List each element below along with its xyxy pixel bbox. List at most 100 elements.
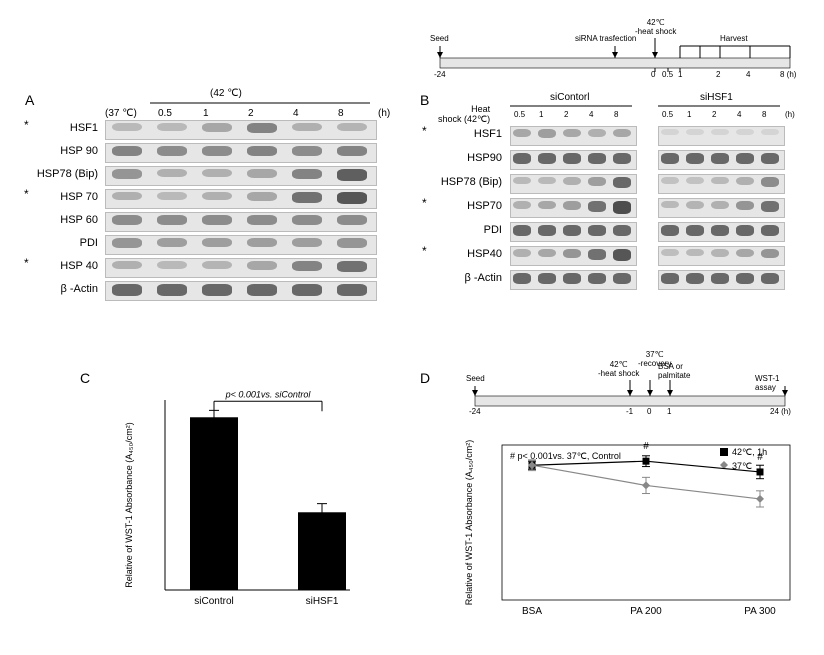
blot-band: [588, 273, 606, 284]
blot-band: [538, 177, 556, 184]
blot-band: [563, 129, 581, 137]
blot-band: [661, 249, 679, 256]
blot-band: [613, 225, 631, 236]
timeline-d-tick: 24 (h): [770, 407, 791, 416]
blot-row-label: HSP70: [420, 200, 502, 212]
timeline-sirna: siRNA trasfection: [575, 34, 636, 43]
blot-band: [112, 192, 142, 200]
blot-band: [292, 261, 322, 271]
blot-band: [538, 273, 556, 284]
panel-a-42c: (42 ℃): [210, 88, 242, 99]
blot-band: [661, 129, 679, 135]
blot-band: [761, 129, 779, 135]
asterisk-icon: *: [24, 118, 29, 132]
blot-band: [202, 123, 232, 132]
blot-band: [337, 146, 367, 156]
blot-band: [761, 225, 779, 236]
blot-band: [761, 177, 779, 187]
blot-row-label: HSP40: [420, 248, 502, 260]
blot-row-label: HSF1: [420, 128, 502, 140]
blot-band: [337, 192, 367, 204]
blot-band: [247, 261, 277, 270]
blot-band: [613, 273, 631, 284]
blot-band: [613, 249, 631, 261]
timeline-d: Seed 42℃ -heat shock 37℃ -recovery BSA o…: [460, 360, 800, 415]
blot-band: [588, 225, 606, 236]
blot-band: [538, 129, 556, 138]
blot-band: [563, 225, 581, 236]
blot-band: [292, 192, 322, 203]
blot-band: [613, 201, 631, 214]
blot-band: [513, 153, 531, 164]
timeline-tick: 4: [746, 70, 750, 79]
blot-band: [711, 129, 729, 135]
blot-row-label: PDI: [420, 224, 502, 236]
blot-band: [157, 169, 187, 177]
panel-a-label: A: [25, 92, 34, 108]
blot-strip: [105, 143, 377, 163]
blot-band: [247, 192, 277, 201]
blot-band: [292, 169, 322, 179]
blot-band: [711, 273, 729, 284]
blot-band: [157, 284, 187, 296]
blot-band: [588, 177, 606, 186]
panel-b-lane-time: 2: [564, 110, 568, 119]
blot-band: [613, 177, 631, 188]
asterisk-icon: *: [422, 124, 427, 138]
blot-band: [202, 261, 232, 269]
blot-band: [247, 215, 277, 225]
blot-row-label: PDI: [20, 237, 98, 249]
blot-band: [613, 153, 631, 164]
panel-b-group2: siHSF1: [700, 92, 733, 103]
panel-a-h: (h): [378, 108, 390, 119]
blot-band: [112, 261, 142, 269]
blot-band: [686, 129, 704, 135]
blot-band: [588, 129, 606, 137]
timeline-tick: -24: [434, 70, 446, 79]
blot-band: [112, 238, 142, 248]
blot-band: [661, 273, 679, 284]
timeline-tick: 1: [678, 70, 682, 79]
blot-band: [112, 146, 142, 156]
svg-text:PA 300: PA 300: [744, 606, 776, 617]
blot-band: [247, 169, 277, 178]
svg-text:p< 0.001vs. siControl: p< 0.001vs. siControl: [225, 390, 312, 399]
panel-a-lane-time: 4: [293, 108, 299, 119]
blot-band: [337, 261, 367, 272]
blot-band: [736, 129, 754, 135]
blot-band: [112, 123, 142, 131]
timeline-d-tick: -1: [626, 407, 633, 416]
panel-a-lane-time: 1: [203, 108, 209, 119]
blot-band: [563, 249, 581, 258]
timeline-tick: 8 (h): [780, 70, 796, 79]
timeline-heat: 42℃ -heat shock: [635, 18, 676, 36]
asterisk-icon: *: [422, 196, 427, 210]
blot-band: [202, 169, 232, 177]
blot-band: [247, 123, 277, 133]
blot-band: [292, 284, 322, 296]
blot-band: [686, 273, 704, 284]
svg-text:# p< 0.001vs. 37℃, Control: # p< 0.001vs. 37℃, Control: [510, 451, 621, 461]
blot-band: [292, 238, 322, 247]
blot-band: [247, 146, 277, 156]
blot-band: [711, 225, 729, 236]
blot-band: [736, 177, 754, 185]
svg-text:siHSF1: siHSF1: [306, 596, 339, 607]
blot-band: [563, 177, 581, 185]
svg-text:BSA: BSA: [522, 606, 542, 617]
panel-b-lane-time: 4: [589, 110, 593, 119]
blot-row-label: HSF1: [20, 122, 98, 134]
blot-row-label: HSP 90: [20, 145, 98, 157]
panel-b-lane-time: 4: [737, 110, 741, 119]
blot-band: [563, 153, 581, 164]
blot-band: [613, 129, 631, 137]
blot-band: [538, 201, 556, 209]
timeline-d-wst: WST-1 assay: [755, 374, 800, 392]
panel-a-lane-time: 8: [338, 108, 344, 119]
blot-band: [661, 177, 679, 184]
blot-band: [661, 153, 679, 164]
blot-band: [202, 238, 232, 247]
blot-band: [112, 284, 142, 296]
blot-band: [761, 153, 779, 164]
blot-band: [157, 123, 187, 131]
